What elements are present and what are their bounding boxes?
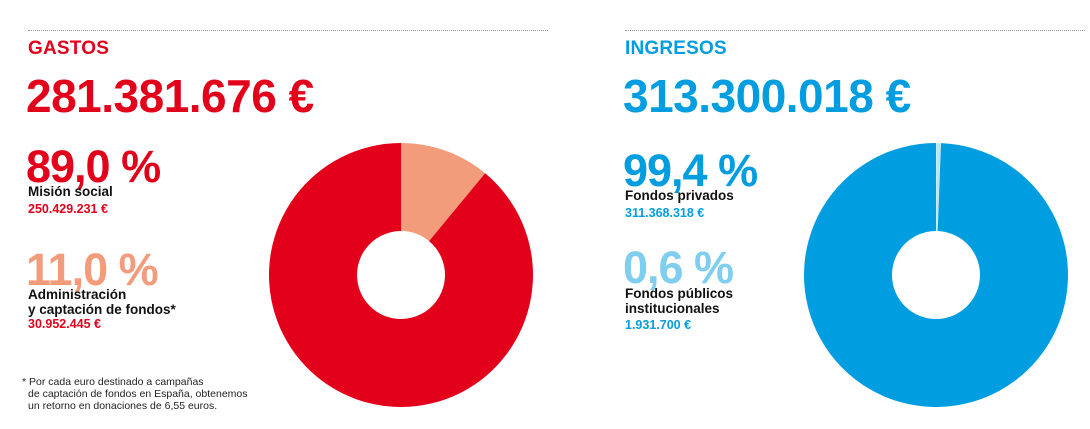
donut-slice-fondos-privados (804, 143, 1068, 407)
gastos-donut-chart (269, 143, 533, 407)
ingresos-donut-chart (804, 142, 1068, 407)
ingresos-privados-pct: 99,4 % (623, 145, 758, 196)
gastos-admin-amount: 30.952.445 € (28, 317, 101, 331)
gastos-footnote-line-2: de captación de fondos en España, obtene… (28, 388, 248, 400)
ingresos-publicos-amount: 1.931.700 € (625, 318, 692, 332)
gastos-footnote: * Por cada euro destinado a campañas de … (22, 376, 248, 412)
gastos-footnote-line-3: un retorno en donaciones de 6,55 euros. (28, 400, 218, 412)
gastos-title: GASTOS (28, 38, 110, 59)
ingresos-title: INGRESOS (625, 38, 727, 59)
gastos-mision-amount: 250.429.231 € (28, 202, 108, 216)
gastos-admin-label-line-2: y captación de fondos* (28, 302, 176, 317)
ingresos-publicos-label: Fondos públicos institucionales (625, 286, 733, 316)
gastos-admin-label: Administración y captación de fondos* (28, 287, 176, 317)
donut-slice-fondos-p-blicos-institucionales (935, 142, 942, 232)
gastos-admin-label-line-1: Administración (28, 287, 127, 302)
gastos-top-rule (28, 30, 548, 31)
donut-slice-administraci-n-y-captaci-n-de-fondos (401, 143, 486, 242)
ingresos-top-rule (625, 30, 1085, 31)
ingresos-privados-label: Fondos privados (625, 188, 734, 203)
ingresos-privados-label-line: Fondos privados (625, 188, 734, 203)
gastos-mision-pct: 89,0 % (26, 141, 161, 192)
gastos-admin-pct: 11,0 % (26, 244, 159, 295)
gastos-footnote-line-1: * Por cada euro destinado a campañas (22, 376, 204, 388)
gastos-mision-label: Misión social (28, 184, 113, 199)
ingresos-total: 313.300.018 € (623, 70, 911, 122)
ingresos-publicos-label-line-2: institucionales (625, 301, 720, 316)
donut-slice-misi-n-social (269, 143, 533, 407)
gastos-total: 281.381.676 € (26, 70, 314, 122)
gastos-mision-label-line: Misión social (28, 184, 113, 199)
ingresos-privados-amount: 311.368.318 € (625, 206, 705, 220)
ingresos-publicos-label-line-1: Fondos públicos (625, 286, 733, 301)
ingresos-publicos-pct: 0,6 % (623, 242, 734, 293)
